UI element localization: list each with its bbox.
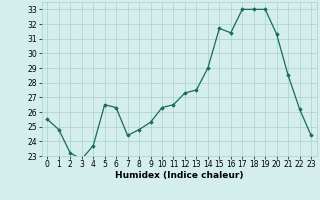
X-axis label: Humidex (Indice chaleur): Humidex (Indice chaleur) xyxy=(115,171,244,180)
